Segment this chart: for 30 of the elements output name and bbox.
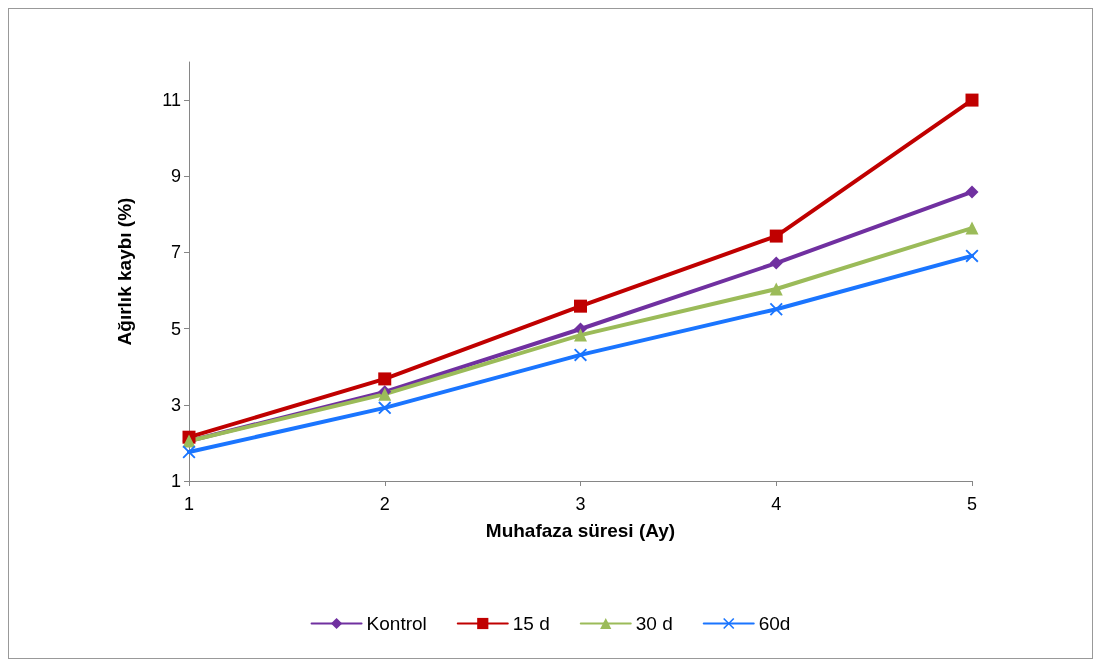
x-tick-label: 1 xyxy=(183,494,195,514)
y-tick-label: 9 xyxy=(170,166,181,187)
legend-label: 15 d xyxy=(512,613,550,634)
point xyxy=(378,401,392,415)
x-tick-label: 2 xyxy=(379,494,390,514)
legend-label: 60d xyxy=(758,613,791,634)
y-tick-label: 5 xyxy=(170,318,181,339)
y-tick-label: 1 xyxy=(170,471,181,491)
point xyxy=(574,299,587,313)
x-tick-label: 4 xyxy=(771,494,782,514)
y-tick-label: 3 xyxy=(170,394,181,415)
x-axis-title: Muhafaza süresi (Ay) xyxy=(485,520,676,541)
legend-label: Kontrol xyxy=(366,613,427,634)
y-axis-title: Ağırlık kaybı (%) xyxy=(114,197,135,346)
point xyxy=(965,185,979,199)
point xyxy=(769,229,783,243)
point xyxy=(182,445,196,459)
point xyxy=(965,221,979,235)
point xyxy=(769,256,783,270)
point xyxy=(965,249,979,263)
point xyxy=(378,372,392,386)
x-tick-label: 5 xyxy=(966,494,978,514)
point xyxy=(769,302,783,316)
x-tick-label: 3 xyxy=(575,494,586,514)
point xyxy=(965,93,979,107)
legend-label: 30 d xyxy=(635,613,673,634)
y-tick-label: 11 xyxy=(162,90,181,111)
point xyxy=(574,328,587,342)
y-tick-label: 7 xyxy=(170,242,181,263)
point xyxy=(769,282,783,296)
